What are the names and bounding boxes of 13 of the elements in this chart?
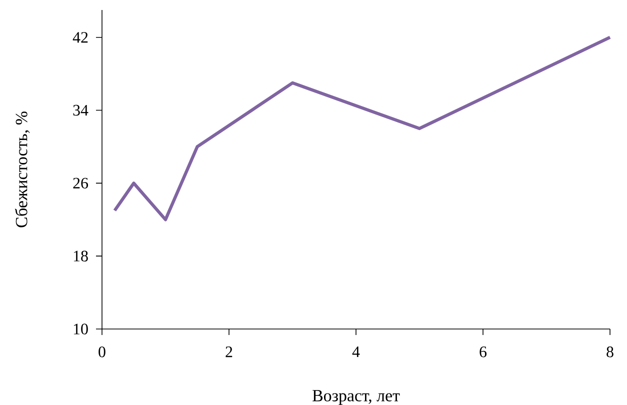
x-tick-label: 2	[226, 346, 232, 358]
x-axis-title: Возраст, лет	[312, 390, 400, 405]
x-tick-label: 8	[606, 346, 614, 358]
y-tick-label: 42	[72, 32, 88, 43]
x-tick-label: 4	[352, 346, 360, 358]
y-tick-label: 10	[74, 324, 88, 334]
y-tick-label: 34	[73, 104, 88, 116]
x-tick-label: 0	[98, 346, 106, 358]
y-tick-label: 26	[73, 178, 88, 189]
x-tick-label: 6	[480, 346, 487, 358]
line-series	[113, 36, 612, 222]
y-axis-title: Сбежистость, %	[14, 112, 30, 228]
y-tick-label: 18	[74, 250, 88, 262]
